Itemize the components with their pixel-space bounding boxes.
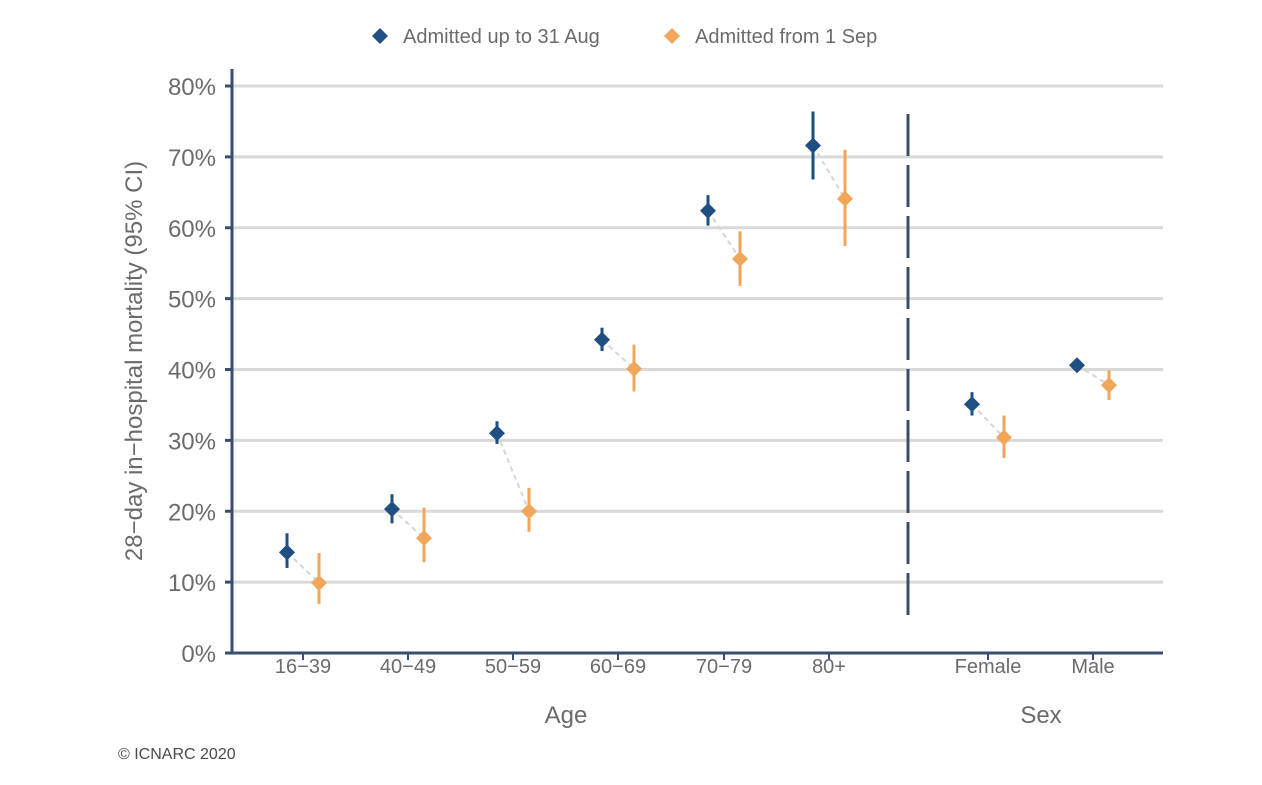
point-from-1-sep xyxy=(626,360,642,377)
connector-line xyxy=(971,403,1005,439)
point-from-1-sep xyxy=(837,190,853,207)
point-up-to-31-aug xyxy=(964,396,980,413)
connector-line xyxy=(1076,364,1110,386)
point-up-to-31-aug xyxy=(384,501,400,518)
y-tick-label: 10% xyxy=(168,570,216,597)
point-from-1-sep xyxy=(1101,377,1117,394)
point-up-to-31-aug xyxy=(700,202,716,219)
x-tick-label: 40−49 xyxy=(380,656,436,678)
y-tick-label: 20% xyxy=(168,499,216,526)
y-tick-label: 60% xyxy=(168,216,216,243)
y-tick-labels: 0% 10% 20% 30% 40% 50% 60% 70% 80% xyxy=(168,74,216,668)
connector-line xyxy=(286,551,320,584)
gridlines xyxy=(232,84,1163,584)
copyright-text: © ICNARC 2020 xyxy=(118,746,236,763)
legend: Admitted up to 31 Aug Admitted from 1 Sep xyxy=(372,26,877,48)
connector-line xyxy=(707,210,741,260)
legend-marker-from-1-sep xyxy=(664,28,680,44)
x-tick-label: 16−39 xyxy=(275,656,331,678)
axes xyxy=(225,69,1163,660)
data-marks xyxy=(279,111,1117,605)
x-tick-label: Male xyxy=(1071,656,1114,678)
legend-label: Admitted up to 31 Aug xyxy=(403,26,600,48)
point-from-1-sep xyxy=(416,530,432,547)
legend-marker-up-to-31-aug xyxy=(372,28,388,44)
connector-line xyxy=(812,145,846,200)
y-tick-label: 50% xyxy=(168,287,216,314)
x-tick-label: Female xyxy=(955,656,1022,678)
point-up-to-31-aug xyxy=(279,544,295,561)
x-tick-label: 50−59 xyxy=(485,656,541,678)
point-from-1-sep xyxy=(996,429,1012,446)
x-tick-label: 70−79 xyxy=(696,656,752,678)
y-tick-label: 80% xyxy=(168,74,216,101)
y-axis-label: 28−day in−hospital mortality (95% CI) xyxy=(121,161,148,561)
y-tick-label: 40% xyxy=(168,358,216,385)
group-label-age: Age xyxy=(545,702,588,729)
point-up-to-31-aug xyxy=(594,331,610,348)
y-tick-label: 70% xyxy=(168,145,216,172)
point-from-1-sep xyxy=(521,503,537,520)
group-label-sex: Sex xyxy=(1020,702,1061,729)
connector-line xyxy=(391,508,425,539)
connector-line xyxy=(496,432,530,512)
y-tick-label: 30% xyxy=(168,428,216,455)
point-from-1-sep xyxy=(732,250,748,267)
x-tick-labels: 16−39 40−49 50−59 60−69 70−79 80+ Female Male xyxy=(275,656,1115,678)
point-up-to-31-aug xyxy=(489,425,505,442)
point-from-1-sep xyxy=(311,574,327,591)
x-tick-label: 60−69 xyxy=(590,656,646,678)
legend-label: Admitted from 1 Sep xyxy=(695,26,877,48)
point-up-to-31-aug xyxy=(805,137,821,154)
x-tick-label: 80+ xyxy=(812,656,846,678)
y-tick-label: 0% xyxy=(181,641,216,668)
point-up-to-31-aug xyxy=(1069,357,1085,374)
connector-line xyxy=(601,338,635,370)
